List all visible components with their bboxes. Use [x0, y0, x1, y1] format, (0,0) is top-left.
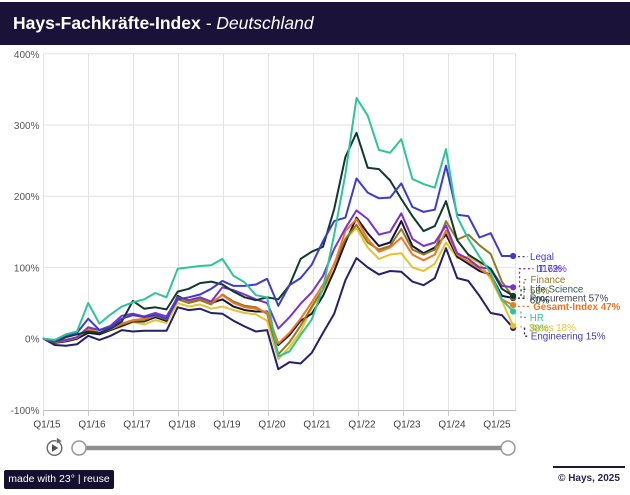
svg-text:Q1/17: Q1/17 — [123, 420, 151, 431]
svg-text:Q1/22: Q1/22 — [348, 420, 376, 431]
svg-text:Sales 18%: Sales 18% — [529, 323, 576, 334]
svg-text:Gesamt-Index 47%: Gesamt-Index 47% — [533, 302, 620, 313]
svg-text:116%: 116% — [538, 264, 563, 275]
svg-text:Procurement 57%: Procurement 57% — [530, 294, 609, 305]
svg-text:Finance: Finance — [531, 275, 566, 286]
svg-text:IT 72%: IT 72% — [536, 264, 567, 275]
svg-text:58%: 58% — [530, 286, 550, 297]
svg-text:400%: 400% — [14, 50, 40, 61]
svg-text:-100%: -100% — [11, 406, 40, 417]
svg-text:HR: HR — [530, 313, 544, 324]
svg-text:Life Science: Life Science — [530, 285, 584, 296]
svg-text:Q1/16: Q1/16 — [78, 420, 106, 431]
svg-text:Q1/18: Q1/18 — [168, 420, 196, 431]
svg-text:100%: 100% — [14, 263, 40, 274]
svg-text:300%: 300% — [14, 121, 40, 132]
svg-text:Q1/21: Q1/21 — [303, 420, 331, 431]
svg-text:Q1/25: Q1/25 — [483, 420, 511, 431]
svg-text:Q1/15: Q1/15 — [33, 420, 61, 431]
svg-text:Q1/24: Q1/24 — [438, 420, 466, 431]
svg-text:200%: 200% — [14, 192, 40, 203]
svg-text:Q1/20: Q1/20 — [258, 420, 286, 431]
svg-text:Engineering 15%: Engineering 15% — [531, 332, 606, 343]
svg-text:0%: 0% — [25, 335, 40, 346]
svg-text:38%: 38% — [529, 324, 549, 335]
svg-text:60%: 60% — [530, 295, 550, 306]
svg-text:Q1/23: Q1/23 — [393, 420, 421, 431]
svg-text:Legal: Legal — [530, 252, 554, 263]
svg-text:Q1/19: Q1/19 — [213, 420, 241, 431]
